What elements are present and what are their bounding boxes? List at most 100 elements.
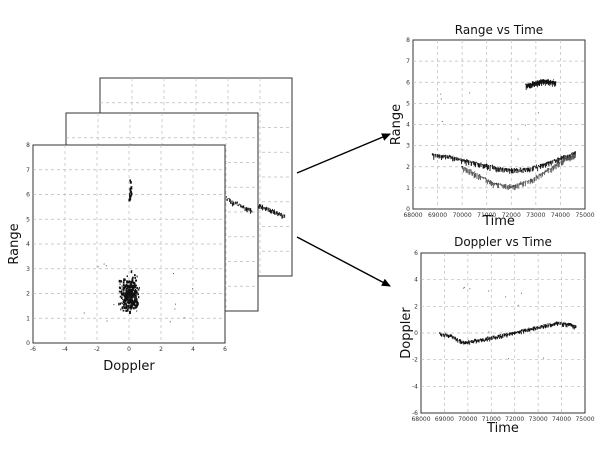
trail-point (278, 212, 280, 216)
scatter-point (130, 292, 133, 295)
scatter-point (451, 336, 453, 339)
scatter-point (506, 168, 507, 172)
scatter-point (125, 309, 128, 312)
scatter-point (573, 325, 575, 327)
scatter-point (438, 154, 440, 159)
scatter-point (544, 163, 546, 166)
scatter-point (135, 304, 137, 308)
scatter-point (129, 292, 132, 295)
scatter-point (565, 324, 567, 328)
scatter-point (530, 328, 532, 330)
scatter-point (448, 154, 450, 158)
scatter-point (454, 336, 456, 340)
scatter-point (530, 167, 532, 172)
scatter-point (468, 160, 470, 166)
scatter-point (542, 172, 543, 177)
scatter-point (561, 323, 563, 325)
scatter-point (569, 154, 571, 157)
scatter-point (134, 292, 136, 296)
trail-point (232, 200, 234, 202)
scatter-point (493, 165, 495, 170)
scatter-point (515, 169, 517, 173)
scatter-point (127, 297, 129, 301)
noise-point (520, 292, 522, 294)
scatter-point (466, 158, 468, 162)
scatter-point (543, 326, 545, 329)
scatter-point (554, 164, 556, 167)
scatter-point (134, 288, 137, 292)
scatter-point (515, 332, 517, 334)
scatter-point (472, 171, 473, 176)
scatter-point (442, 155, 444, 159)
scatter-point (503, 333, 505, 336)
scatter-point (540, 325, 542, 327)
scatter-point (450, 334, 452, 336)
scatter-point (513, 186, 515, 191)
scatter-point (502, 184, 504, 189)
scatter-point (133, 301, 135, 304)
scatter-point (548, 323, 550, 326)
scatter-point (475, 172, 477, 178)
noise-point (517, 138, 519, 140)
scatter-point (506, 333, 508, 336)
scatter-point (546, 169, 548, 172)
scatter-point (561, 157, 563, 162)
scatter-point (489, 164, 491, 169)
scatter-point (504, 168, 506, 171)
scatter-point (457, 339, 459, 343)
scatter-point (480, 176, 482, 179)
scatter-point (458, 158, 460, 161)
scatter-point (452, 336, 454, 339)
scatter-point (518, 183, 520, 186)
scatter-point (488, 336, 490, 340)
scatter-point (487, 179, 489, 183)
trail-point (249, 209, 251, 214)
scatter-point (448, 156, 450, 159)
scatter-point (449, 334, 451, 337)
scatter-point (130, 195, 133, 197)
scatter-point (475, 340, 477, 344)
scatter-point (126, 287, 128, 290)
scatter-point (548, 161, 550, 167)
scatter-point (132, 285, 134, 288)
x-tick-label: 6 (223, 346, 227, 353)
noise-point (538, 112, 540, 114)
scatter-point (558, 157, 560, 163)
scatter-point (547, 168, 549, 174)
y-tick-label: 5 (26, 216, 30, 223)
scatter-point (553, 322, 555, 326)
scatter-point (120, 308, 122, 311)
scatter-point (524, 182, 526, 187)
scatter-point (558, 321, 560, 324)
trail-point (270, 209, 272, 214)
scatter-point (454, 336, 456, 338)
scatter-point (524, 167, 526, 172)
scatter-point (125, 303, 128, 307)
scatter-point (564, 322, 566, 325)
noise-point (469, 92, 471, 94)
scatter-point (129, 192, 131, 196)
scatter-point (535, 327, 537, 329)
scatter-point (468, 169, 470, 175)
x-tick-label: 69000 (435, 416, 454, 423)
scatter-point (478, 340, 480, 343)
scatter-point (563, 158, 565, 163)
scatter-point (565, 158, 567, 161)
scatter-point (560, 156, 562, 160)
x-tick-label: 2 (159, 346, 163, 353)
scatter-point (481, 176, 483, 178)
scatter-point (125, 292, 128, 295)
scatter-point (474, 338, 476, 342)
scatter-point (572, 155, 574, 160)
scatter-point (483, 164, 485, 169)
scatter-point (514, 168, 516, 173)
scatter-point (464, 342, 466, 344)
scatter-point (444, 154, 446, 158)
scatter-point (533, 82, 535, 87)
scatter-point (513, 332, 515, 335)
scatter-point (134, 274, 136, 277)
scatter-point (564, 159, 566, 162)
scatter-point (502, 167, 504, 173)
x-tick-label: -6 (30, 346, 36, 353)
